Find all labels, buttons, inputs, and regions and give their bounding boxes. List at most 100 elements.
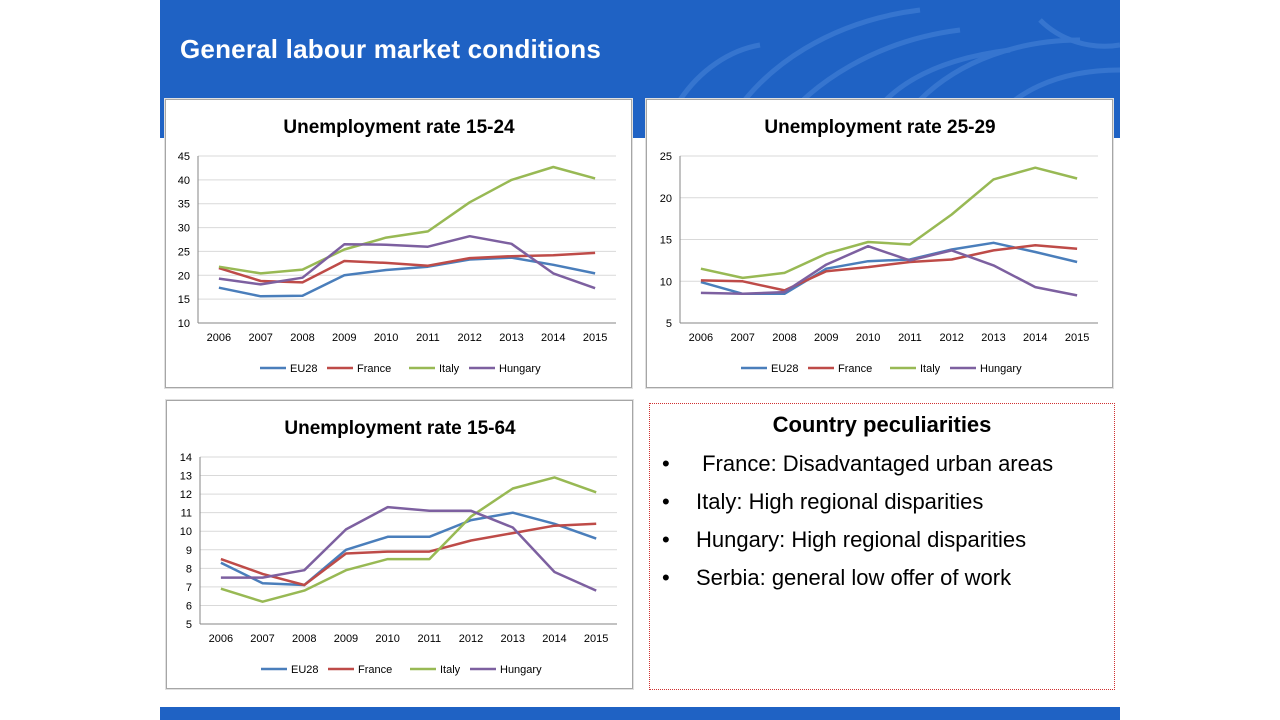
x-tick-label: 2006 [209,633,233,645]
chart-title: Unemployment rate 25-29 [764,117,995,138]
slide-title: General labour market conditions [180,34,602,64]
legend-label-italy: Italy [439,363,460,375]
series-line-france [700,244,1078,292]
x-tick-label: 2012 [457,332,481,344]
y-tick-label: 20 [178,270,190,282]
x-tick-label: 2014 [1023,332,1047,344]
chart-15-24-svg: Unemployment rate 15-24 10 15 20 25 30 35 40 45 2… [178,117,616,375]
y-tick-label: 10 [178,318,190,330]
country-peculiarities-box: Country peculiarities • France: Disadvan… [649,403,1115,690]
legend-label-eu28: EU28 [290,363,318,375]
x-tick-label: 2012 [939,332,963,344]
series-line-hungary [218,234,596,290]
x-tick-label: 2009 [814,332,838,344]
legend-label-france: France [838,363,872,375]
x-tick-label: 2013 [981,332,1005,344]
legend-label-france: France [358,664,392,676]
y-tick-label: 11 [181,508,192,520]
list-item: • Italy: High regional disparities [662,488,1053,526]
x-tick-label: 2006 [689,332,713,344]
y-tick-label: 35 [178,199,190,211]
y-tick-label: 25 [660,151,672,163]
legend-label-italy: Italy [440,664,461,676]
series-line-eu28 [700,241,1078,296]
chart-title: Unemployment rate 15-64 [284,418,516,439]
peculiarities-title: Country peculiarities [772,412,992,437]
y-tick-label: 15 [178,294,190,306]
x-tick-label: 2013 [501,633,525,645]
series-line-hungary [220,505,597,592]
y-tick-label: 5 [666,318,672,330]
legend-label-hungary: Hungary [980,363,1022,375]
x-tick-label: 2008 [292,633,316,645]
x-tick-label: 2015 [583,332,607,344]
series-line-italy [700,166,1078,280]
x-tick-label: 2008 [290,332,314,344]
legend-label-hungary: Hungary [500,664,542,676]
legend-label-hungary: Hungary [499,363,541,375]
x-tick-label: 2008 [772,332,796,344]
chart-unemployment-15-64: Unemployment rate 15-64 5 6 7 8 9 10 11 12 13 14 20… [166,400,633,689]
y-tick-label: 14 [180,452,192,464]
x-tick-label: 2011 [418,633,442,645]
series-line-italy [220,476,597,603]
bullet-icon: • [662,565,670,590]
x-tick-label: 2010 [856,332,880,344]
y-tick-label: 20 [660,193,672,205]
y-tick-label: 12 [180,489,192,501]
x-tick-label: 2010 [374,332,398,344]
bullet-icon: • [662,451,670,476]
x-tick-label: 2010 [375,633,399,645]
series-line-italy [218,165,596,275]
chart-15-64-svg: Unemployment rate 15-64 5 6 7 8 9 10 11 12 13 14 20… [180,418,617,676]
y-tick-label: 13 [180,471,192,483]
series-line-france [220,522,597,587]
y-tick-label: 5 [186,619,192,631]
peculiarity-france: France: Disadvantaged urban areas [696,451,1054,476]
y-tick-label: 9 [186,545,192,557]
list-item: • Serbia: general low offer of work [662,564,1053,602]
x-tick-label: 2007 [730,332,754,344]
x-tick-label: 2011 [898,332,922,344]
bullet-icon: • [662,489,670,514]
bullet-icon: • [662,527,670,552]
x-tick-label: 2007 [250,633,274,645]
x-tick-label: 2015 [584,633,608,645]
legend-label-italy: Italy [920,363,941,375]
series-line-eu28 [220,511,597,587]
y-tick-label: 25 [178,246,190,258]
y-tick-label: 40 [178,175,190,187]
x-tick-label: 2009 [334,633,358,645]
footer-band [160,707,1120,720]
legend-label-france: France [357,363,391,375]
x-tick-label: 2014 [541,332,565,344]
series-line-hungary [700,244,1078,297]
list-item: • Hungary: High regional disparities [662,526,1053,564]
y-tick-label: 8 [186,563,192,575]
x-tick-label: 2013 [499,332,523,344]
y-tick-label: 15 [660,235,672,247]
x-tick-label: 2011 [416,332,440,344]
peculiarity-italy: Italy: High regional disparities [696,489,984,514]
x-tick-label: 2009 [332,332,356,344]
peculiarities-list: • France: Disadvantaged urban areas • Ita… [662,450,1053,602]
legend-label-eu28: EU28 [291,664,319,676]
chart-title: Unemployment rate 15-24 [283,117,515,138]
peculiarity-hungary: Hungary: High regional disparities [696,527,1027,552]
legend-label-eu28: EU28 [771,363,799,375]
y-tick-label: 7 [186,582,192,594]
x-tick-label: 2006 [207,332,231,344]
x-tick-label: 2014 [542,633,566,645]
peculiarity-serbia: Serbia: general low offer of work [696,565,1012,590]
y-tick-label: 30 [178,223,190,235]
series-line-eu28 [218,256,596,298]
y-tick-label: 10 [660,276,672,288]
y-tick-label: 45 [178,151,190,163]
y-tick-label: 10 [180,526,192,538]
chart-unemployment-15-24: Unemployment rate 15-24 10 15 20 25 30 35 40 45 2… [165,99,632,388]
y-tick-label: 6 [186,600,192,612]
list-item: • France: Disadvantaged urban areas [662,450,1053,488]
x-tick-label: 2007 [248,332,272,344]
chart-25-29-svg: Unemployment rate 25-29 5 10 15 20 25 2006 2007… [660,117,1098,375]
